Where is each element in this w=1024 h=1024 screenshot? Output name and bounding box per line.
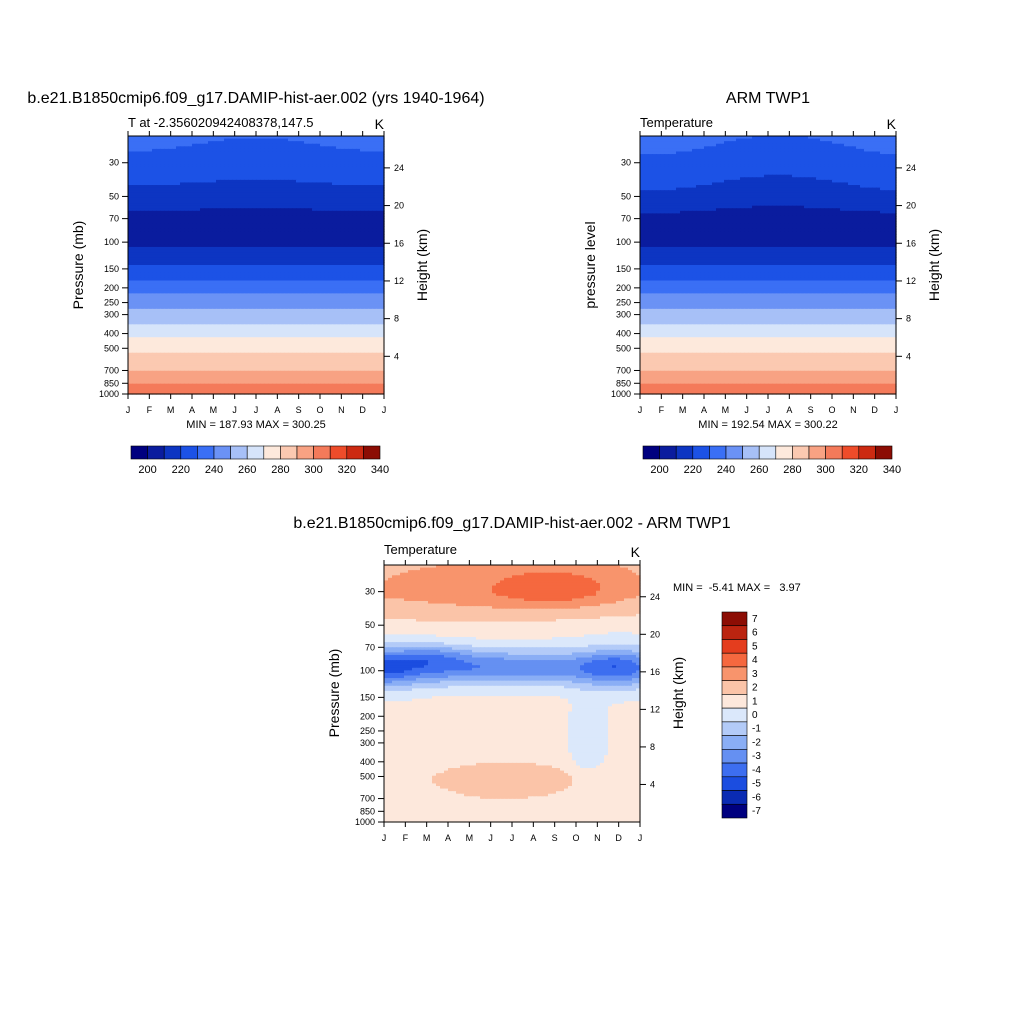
contour-plot: J F M A M J J A S O N D J305070100150200250300400500… — [99, 131, 404, 415]
panel-left-string: T at -2.356020942408378,147.5 — [128, 115, 314, 130]
panel-title: b.e21.B1850cmip6.f09_g17.DAMIP-hist-aer.… — [27, 90, 484, 107]
panel-units: K — [375, 116, 385, 132]
panel-model: b.e21.B1850cmip6.f09_g17.DAMIP-hist-aer.… — [27, 90, 484, 476]
contour-fill — [128, 136, 385, 395]
